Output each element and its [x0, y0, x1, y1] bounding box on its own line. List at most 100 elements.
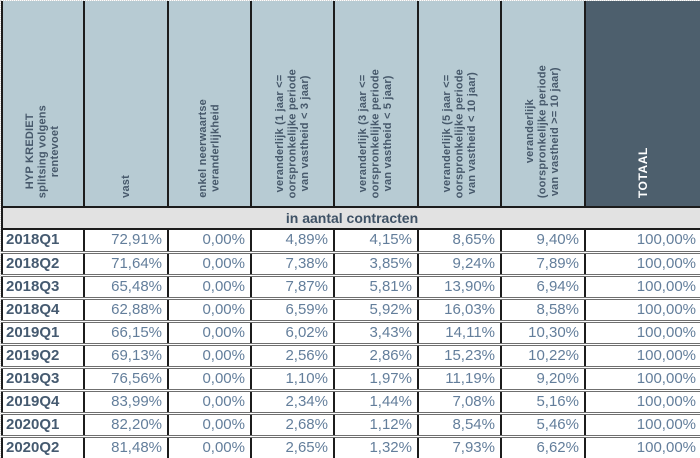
cell-vast: 65,48%: [83, 273, 169, 300]
table-row: 2018Q2 71,64% 0,00% 7,38% 3,85% 9,24% 7,…: [1, 250, 700, 277]
row-quarter-label: 2018Q3: [1, 273, 85, 300]
cell-veranderlijk-10plus: 10,22%: [500, 342, 586, 369]
cell-enkel-neerwaarts: 0,00%: [167, 365, 252, 392]
cell-veranderlijk-3-5: 1,32%: [333, 434, 419, 458]
cell-veranderlijk-10plus: 10,30%: [500, 319, 586, 346]
cell-enkel-neerwaarts: 0,00%: [167, 250, 252, 277]
table-row: 2018Q3 65,48% 0,00% 7,87% 5,81% 13,90% 6…: [1, 273, 700, 300]
row-quarter-label: 2019Q2: [1, 342, 85, 369]
table-row: 2019Q3 76,56% 0,00% 1,10% 1,97% 11,19% 9…: [1, 365, 700, 392]
cell-veranderlijk-10plus: 7,89%: [500, 250, 586, 277]
cell-vast: 83,99%: [83, 388, 169, 415]
table-row: 2020Q2 81,48% 0,00% 2,65% 1,32% 7,93% 6,…: [1, 434, 700, 458]
cell-veranderlijk-1-3: 2,56%: [250, 342, 335, 369]
cell-veranderlijk-3-5: 1,44%: [333, 388, 419, 415]
col-header-vast-label: vast: [119, 175, 132, 198]
col-header-title-label: HYP KREDIET splitsing volgens rentevoet: [24, 104, 62, 198]
cell-totaal: 100,00%: [584, 319, 700, 346]
table-row: 2019Q4 83,99% 0,00% 2,34% 1,44% 7,08% 5,…: [1, 388, 700, 415]
cell-veranderlijk-10plus: 8,58%: [500, 296, 586, 323]
cell-vast: 82,20%: [83, 411, 169, 438]
cell-veranderlijk-5-10: 14,11%: [417, 319, 502, 346]
table-row: 2019Q1 66,15% 0,00% 6,02% 3,43% 14,11% 1…: [1, 319, 700, 346]
cell-veranderlijk-1-3: 6,59%: [250, 296, 335, 323]
cell-vast: 81,48%: [83, 434, 169, 458]
cell-veranderlijk-1-3: 2,68%: [250, 411, 335, 438]
table-row: 2018Q4 62,88% 0,00% 6,59% 5,92% 16,03% 8…: [1, 296, 700, 323]
cell-veranderlijk-5-10: 7,93%: [417, 434, 502, 458]
cell-totaal: 100,00%: [584, 365, 700, 392]
cell-veranderlijk-3-5: 2,86%: [333, 342, 419, 369]
cell-totaal: 100,00%: [584, 411, 700, 438]
col-header-veranderlijk-5-10: veranderlijk (5 jaar <= oorspronkelijke …: [417, 1, 502, 208]
col-header-veranderlijk-3-5: veranderlijk (3 jaar <= oorspronkelijke …: [333, 1, 419, 208]
cell-veranderlijk-10plus: 6,62%: [500, 434, 586, 458]
cell-veranderlijk-10plus: 6,94%: [500, 273, 586, 300]
cell-vast: 66,15%: [83, 319, 169, 346]
col-header-totaal-label: TOTAAL: [636, 146, 651, 198]
row-quarter-label: 2018Q4: [1, 296, 85, 323]
col-header-title: HYP KREDIET splitsing volgens rentevoet: [1, 1, 85, 208]
row-quarter-label: 2019Q1: [1, 319, 85, 346]
row-quarter-label: 2020Q1: [1, 411, 85, 438]
table-row: 2018Q1 72,91% 0,00% 4,89% 4,15% 8,65% 9,…: [1, 228, 700, 254]
cell-totaal: 100,00%: [584, 296, 700, 323]
cell-veranderlijk-3-5: 5,92%: [333, 296, 419, 323]
cell-vast: 62,88%: [83, 296, 169, 323]
col-header-veranderlijk-5-10-label: veranderlijk (5 jaar <= oorspronkelijke …: [440, 68, 478, 198]
cell-totaal: 100,00%: [584, 273, 700, 300]
row-quarter-label: 2018Q1: [1, 228, 85, 254]
cell-veranderlijk-3-5: 1,12%: [333, 411, 419, 438]
cell-vast: 69,13%: [83, 342, 169, 369]
col-header-enkel-neerwaarts: enkel neerwaartse veranderlijkheid: [167, 1, 252, 208]
col-header-vast: vast: [83, 1, 169, 208]
cell-veranderlijk-1-3: 7,87%: [250, 273, 335, 300]
cell-veranderlijk-1-3: 2,34%: [250, 388, 335, 415]
row-quarter-label: 2019Q3: [1, 365, 85, 392]
cell-totaal: 100,00%: [584, 434, 700, 458]
cell-totaal: 100,00%: [584, 388, 700, 415]
cell-veranderlijk-5-10: 7,08%: [417, 388, 502, 415]
cell-enkel-neerwaarts: 0,00%: [167, 434, 252, 458]
cell-veranderlijk-5-10: 15,23%: [417, 342, 502, 369]
col-header-veranderlijk-3-5-label: veranderlijk (3 jaar <= oorspronkelijke …: [357, 68, 395, 198]
band-label: in aantal contracten: [1, 207, 700, 230]
table-row: 2020Q1 82,20% 0,00% 2,68% 1,12% 8,54% 5,…: [1, 411, 700, 438]
cell-enkel-neerwaarts: 0,00%: [167, 319, 252, 346]
cell-veranderlijk-1-3: 7,38%: [250, 250, 335, 277]
cell-veranderlijk-3-5: 1,97%: [333, 365, 419, 392]
col-header-totaal: TOTAAL: [584, 1, 700, 208]
col-header-veranderlijk-10plus-label: veranderlijk (oorspronkelijke periode va…: [524, 64, 562, 198]
row-quarter-label: 2020Q2: [1, 434, 85, 458]
cell-enkel-neerwaarts: 0,00%: [167, 342, 252, 369]
cell-totaal: 100,00%: [584, 342, 700, 369]
cell-vast: 76,56%: [83, 365, 169, 392]
col-header-enkel-neerwaarts-label: enkel neerwaartse veranderlijkheid: [197, 99, 222, 198]
cell-enkel-neerwaarts: 0,00%: [167, 296, 252, 323]
cell-veranderlijk-1-3: 2,65%: [250, 434, 335, 458]
cell-enkel-neerwaarts: 0,00%: [167, 228, 252, 254]
cell-enkel-neerwaarts: 0,00%: [167, 273, 252, 300]
cell-veranderlijk-10plus: 9,20%: [500, 365, 586, 392]
row-quarter-label: 2018Q2: [1, 250, 85, 277]
band-row: in aantal contracten: [1, 207, 700, 230]
table-row: 2019Q2 69,13% 0,00% 2,56% 2,86% 15,23% 1…: [1, 342, 700, 369]
table-body: 2018Q1 72,91% 0,00% 4,89% 4,15% 8,65% 9,…: [1, 228, 700, 458]
cell-veranderlijk-3-5: 5,81%: [333, 273, 419, 300]
cell-veranderlijk-1-3: 6,02%: [250, 319, 335, 346]
cell-veranderlijk-5-10: 9,24%: [417, 250, 502, 277]
cell-veranderlijk-5-10: 8,65%: [417, 228, 502, 254]
cell-enkel-neerwaarts: 0,00%: [167, 388, 252, 415]
col-header-veranderlijk-1-3-label: veranderlijk (1 jaar <= oorspronkelijke …: [273, 68, 311, 198]
cell-veranderlijk-5-10: 11,19%: [417, 365, 502, 392]
cell-veranderlijk-10plus: 9,40%: [500, 228, 586, 254]
cell-veranderlijk-1-3: 4,89%: [250, 228, 335, 254]
cell-veranderlijk-1-3: 1,10%: [250, 365, 335, 392]
row-quarter-label: 2019Q4: [1, 388, 85, 415]
cell-veranderlijk-10plus: 5,46%: [500, 411, 586, 438]
cell-veranderlijk-5-10: 8,54%: [417, 411, 502, 438]
cell-veranderlijk-5-10: 16,03%: [417, 296, 502, 323]
col-header-veranderlijk-10plus: veranderlijk (oorspronkelijke periode va…: [500, 1, 586, 208]
